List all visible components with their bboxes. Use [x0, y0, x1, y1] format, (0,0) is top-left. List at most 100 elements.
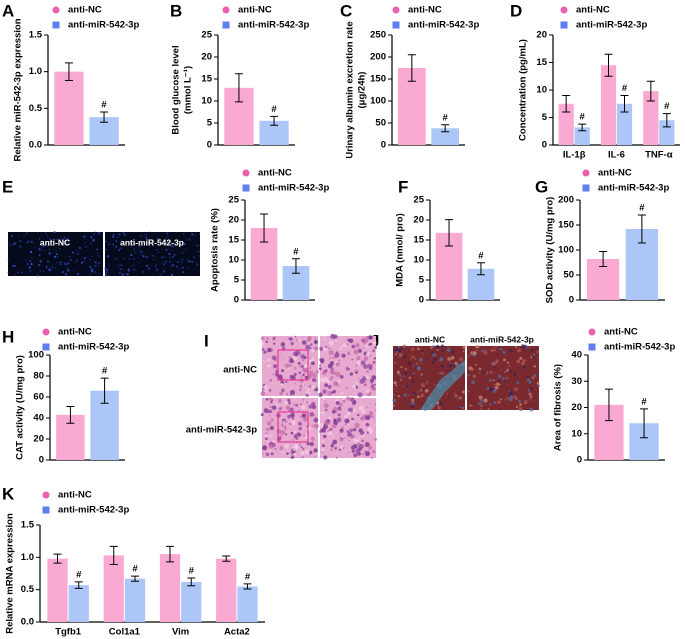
texture	[28, 240, 31, 243]
texture	[415, 362, 419, 365]
texture	[364, 442, 370, 448]
texture	[509, 394, 514, 399]
texture	[311, 424, 314, 427]
texture	[461, 406, 464, 409]
texture	[349, 372, 354, 376]
texture	[306, 401, 309, 404]
texture	[313, 346, 318, 351]
texture	[170, 249, 172, 252]
texture	[405, 384, 410, 388]
texture	[56, 255, 59, 258]
texture	[315, 369, 319, 374]
texture	[312, 373, 317, 378]
legend-label: anti-miR-542-3p	[576, 20, 647, 31]
texture	[70, 258, 73, 261]
texture	[435, 344, 440, 349]
texture	[392, 398, 397, 403]
texture	[261, 348, 265, 351]
y-tick-label: 1.0	[21, 552, 34, 563]
texture	[371, 415, 375, 419]
texture	[64, 235, 66, 237]
texture	[396, 390, 398, 393]
texture	[292, 351, 298, 357]
texture	[485, 406, 487, 408]
texture	[300, 390, 302, 392]
texture	[361, 337, 366, 342]
texture	[311, 378, 316, 382]
micrographs	[7, 231, 540, 460]
texture	[534, 353, 537, 356]
texture	[483, 349, 486, 351]
texture	[483, 350, 488, 355]
texture	[397, 345, 401, 349]
texture	[182, 271, 185, 274]
texture	[290, 341, 294, 346]
panel-letter: F	[398, 177, 408, 196]
texture	[395, 384, 398, 387]
texture	[411, 398, 415, 402]
texture	[305, 344, 310, 350]
texture	[438, 372, 441, 375]
texture	[266, 337, 269, 340]
texture	[165, 248, 168, 251]
texture	[339, 345, 344, 350]
bar	[103, 555, 124, 622]
texture	[293, 366, 297, 370]
texture	[499, 398, 502, 401]
texture	[313, 339, 319, 345]
texture	[467, 390, 470, 393]
texture	[191, 260, 194, 263]
texture	[344, 414, 348, 419]
texture	[402, 400, 404, 402]
texture	[413, 365, 418, 369]
x-tick-label: IL-6	[608, 150, 625, 161]
texture	[528, 380, 532, 385]
legend-label: anti-miR-542-3p	[604, 342, 675, 353]
texture	[416, 366, 421, 371]
texture	[97, 273, 99, 275]
texture	[500, 369, 503, 372]
texture	[419, 349, 421, 351]
error-bar	[100, 377, 109, 404]
texture	[308, 426, 311, 428]
texture	[299, 388, 302, 391]
texture	[171, 265, 173, 267]
texture	[77, 272, 80, 276]
texture	[354, 454, 357, 457]
texture	[508, 394, 511, 397]
texture	[350, 429, 353, 431]
error-bar	[407, 54, 416, 82]
bar	[600, 65, 617, 145]
texture	[420, 373, 423, 376]
texture	[161, 256, 163, 259]
texture	[36, 274, 39, 277]
panel-letter: D	[510, 1, 522, 20]
texture	[450, 350, 455, 354]
texture	[355, 446, 358, 449]
texture	[309, 342, 313, 346]
error-bar	[441, 124, 450, 133]
error-bar	[109, 545, 118, 565]
texture	[268, 397, 273, 401]
texture	[402, 385, 405, 388]
y-axis-label: (μg/24h)	[357, 72, 368, 109]
texture	[329, 436, 331, 438]
texture	[269, 406, 272, 408]
texture	[171, 274, 174, 277]
texture	[530, 346, 532, 348]
texture	[333, 381, 338, 387]
texture	[58, 261, 61, 264]
texture	[293, 434, 298, 438]
y-tick-label: 15	[536, 57, 547, 68]
texture	[46, 235, 48, 237]
texture	[310, 436, 315, 441]
texture	[288, 337, 292, 341]
texture	[341, 437, 344, 440]
texture	[193, 234, 195, 236]
texture	[356, 356, 361, 361]
texture	[363, 450, 366, 453]
y-axis-label: Area of fibrosis (%)	[553, 364, 564, 451]
texture	[373, 340, 377, 345]
texture	[68, 272, 69, 273]
texture	[77, 252, 80, 255]
